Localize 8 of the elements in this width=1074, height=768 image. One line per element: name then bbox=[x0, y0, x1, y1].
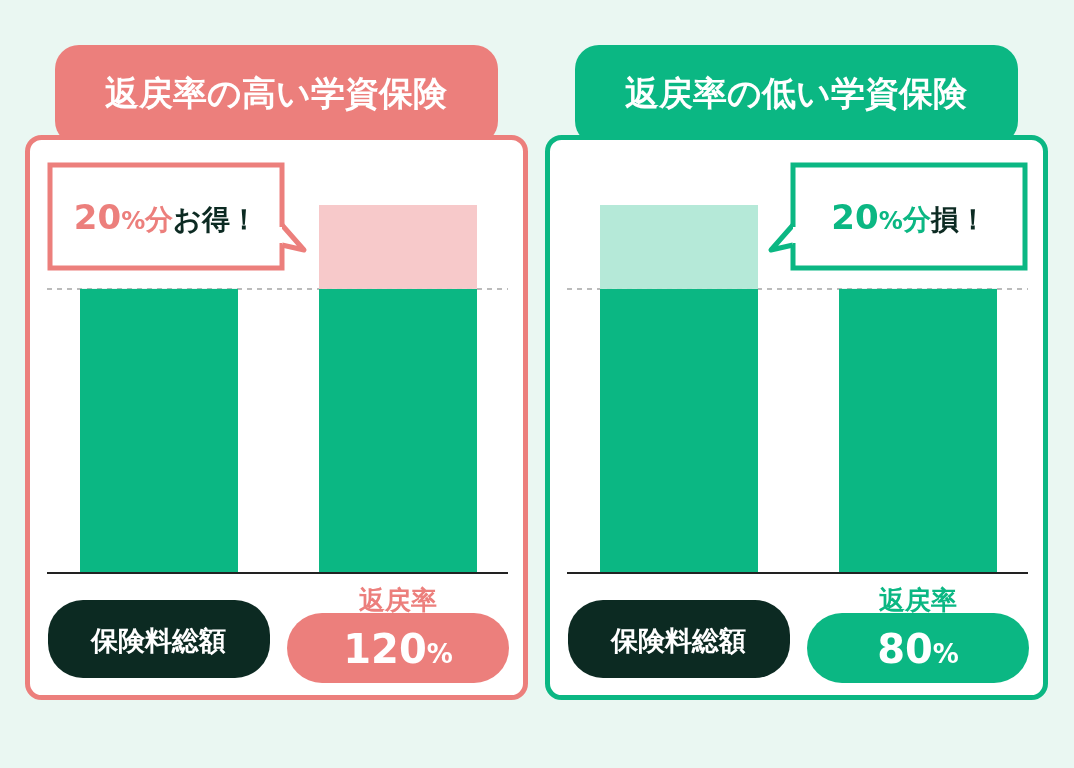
x-tick-label: 保険料総額 bbox=[90, 625, 227, 656]
x-tick-label: 保険料総額 bbox=[610, 625, 747, 656]
x-tick-label: 返戻率 120% bbox=[343, 585, 453, 672]
annotation: 20%分お得！ bbox=[73, 197, 259, 237]
x-tick-label: 返戻率 80% bbox=[877, 585, 959, 672]
chart-title: 返戻率の高い学資保険 bbox=[105, 73, 448, 113]
chart-title: 返戻率の低い学資保険 bbox=[625, 73, 968, 113]
annotation: 20%分損！ bbox=[831, 197, 987, 237]
